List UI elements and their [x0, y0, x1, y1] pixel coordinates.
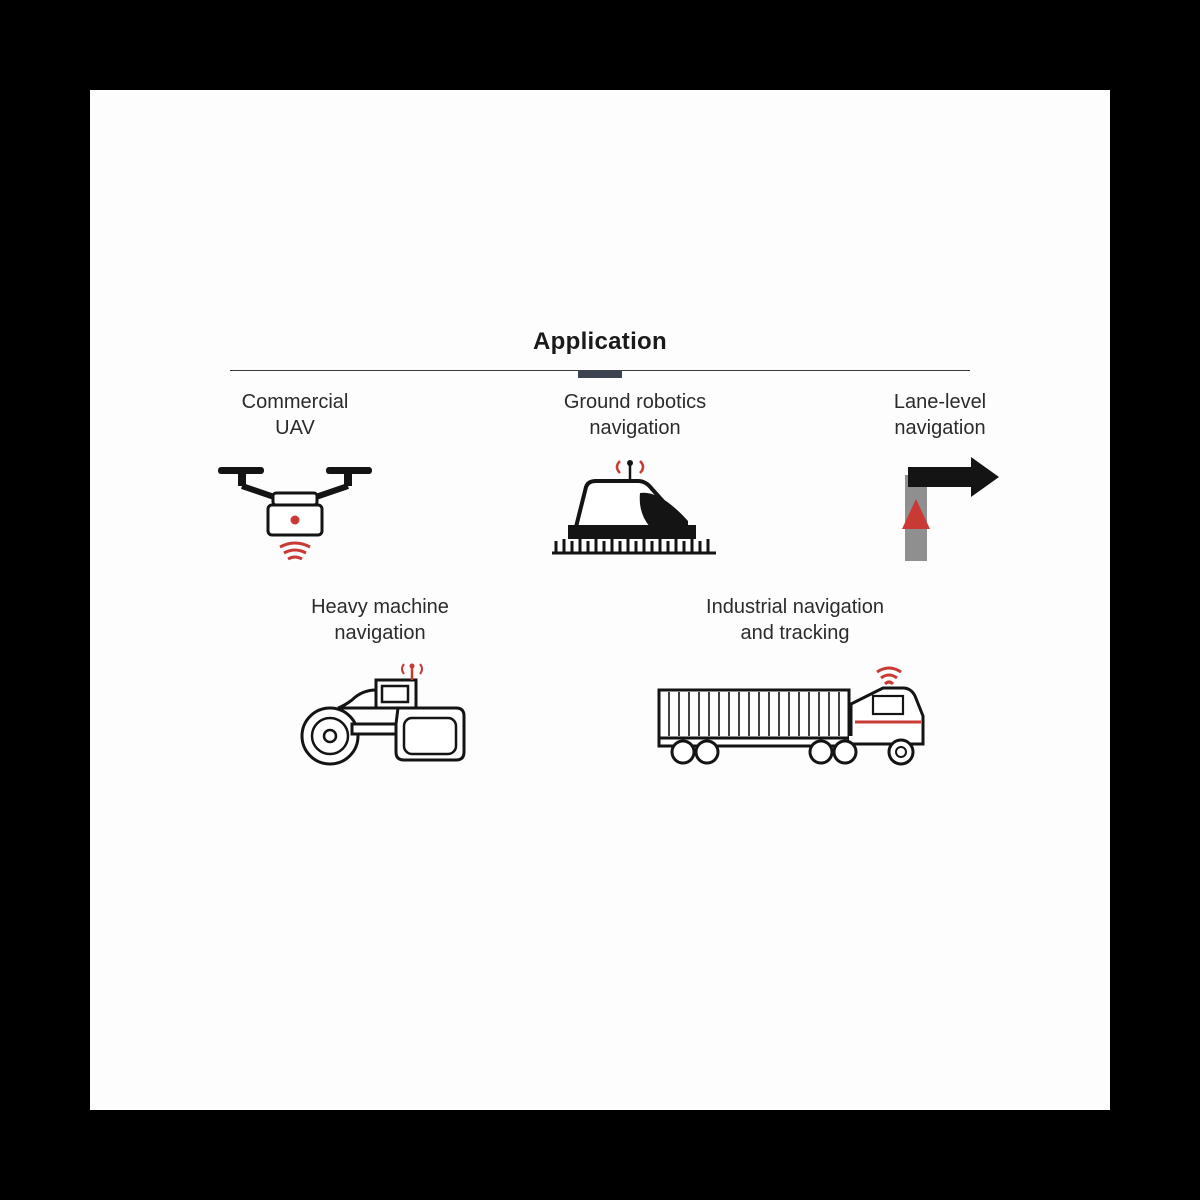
grid-row-1: Commercial UAV [90, 390, 1110, 565]
label-line: Heavy machine [311, 596, 449, 618]
label-line: Lane-level [894, 391, 986, 413]
lane-arrow-icon [875, 455, 1005, 565]
label-line: navigation [589, 417, 680, 439]
app-commercial-uav: Commercial UAV [160, 390, 430, 565]
truck-icon [645, 660, 945, 770]
label-line: navigation [334, 622, 425, 644]
app-ground-robotics: Ground robotics navigation [500, 390, 770, 565]
section-rule [90, 370, 1110, 382]
applications-grid: Commercial UAV [90, 390, 1110, 800]
label-line: and tracking [741, 622, 850, 644]
label-line: Commercial [242, 391, 349, 413]
app-label: Lane-level navigation [894, 390, 986, 441]
section-header: Application [90, 328, 1110, 382]
app-label: Industrial navigation and tracking [706, 595, 884, 646]
label-line: Industrial navigation [706, 596, 884, 618]
ground-robot-icon [540, 455, 730, 565]
grid-row-2: Heavy machine navigation [90, 595, 1110, 770]
label-line: Ground robotics [564, 391, 706, 413]
label-line: UAV [275, 417, 315, 439]
rule-marker [578, 370, 622, 378]
road-roller-icon [280, 660, 480, 770]
app-industrial-tracking: Industrial navigation and tracking [635, 595, 955, 770]
app-lane-level: Lane-level navigation [840, 390, 1040, 565]
label-line: navigation [894, 417, 985, 439]
app-label: Commercial UAV [242, 390, 349, 441]
section-title: Application [90, 328, 1110, 356]
app-label: Ground robotics navigation [564, 390, 706, 441]
infographic-canvas: Application Commercial UAV [90, 90, 1110, 1110]
app-label: Heavy machine navigation [311, 595, 449, 646]
uav-icon [210, 455, 380, 565]
app-heavy-machine: Heavy machine navigation [245, 595, 515, 770]
